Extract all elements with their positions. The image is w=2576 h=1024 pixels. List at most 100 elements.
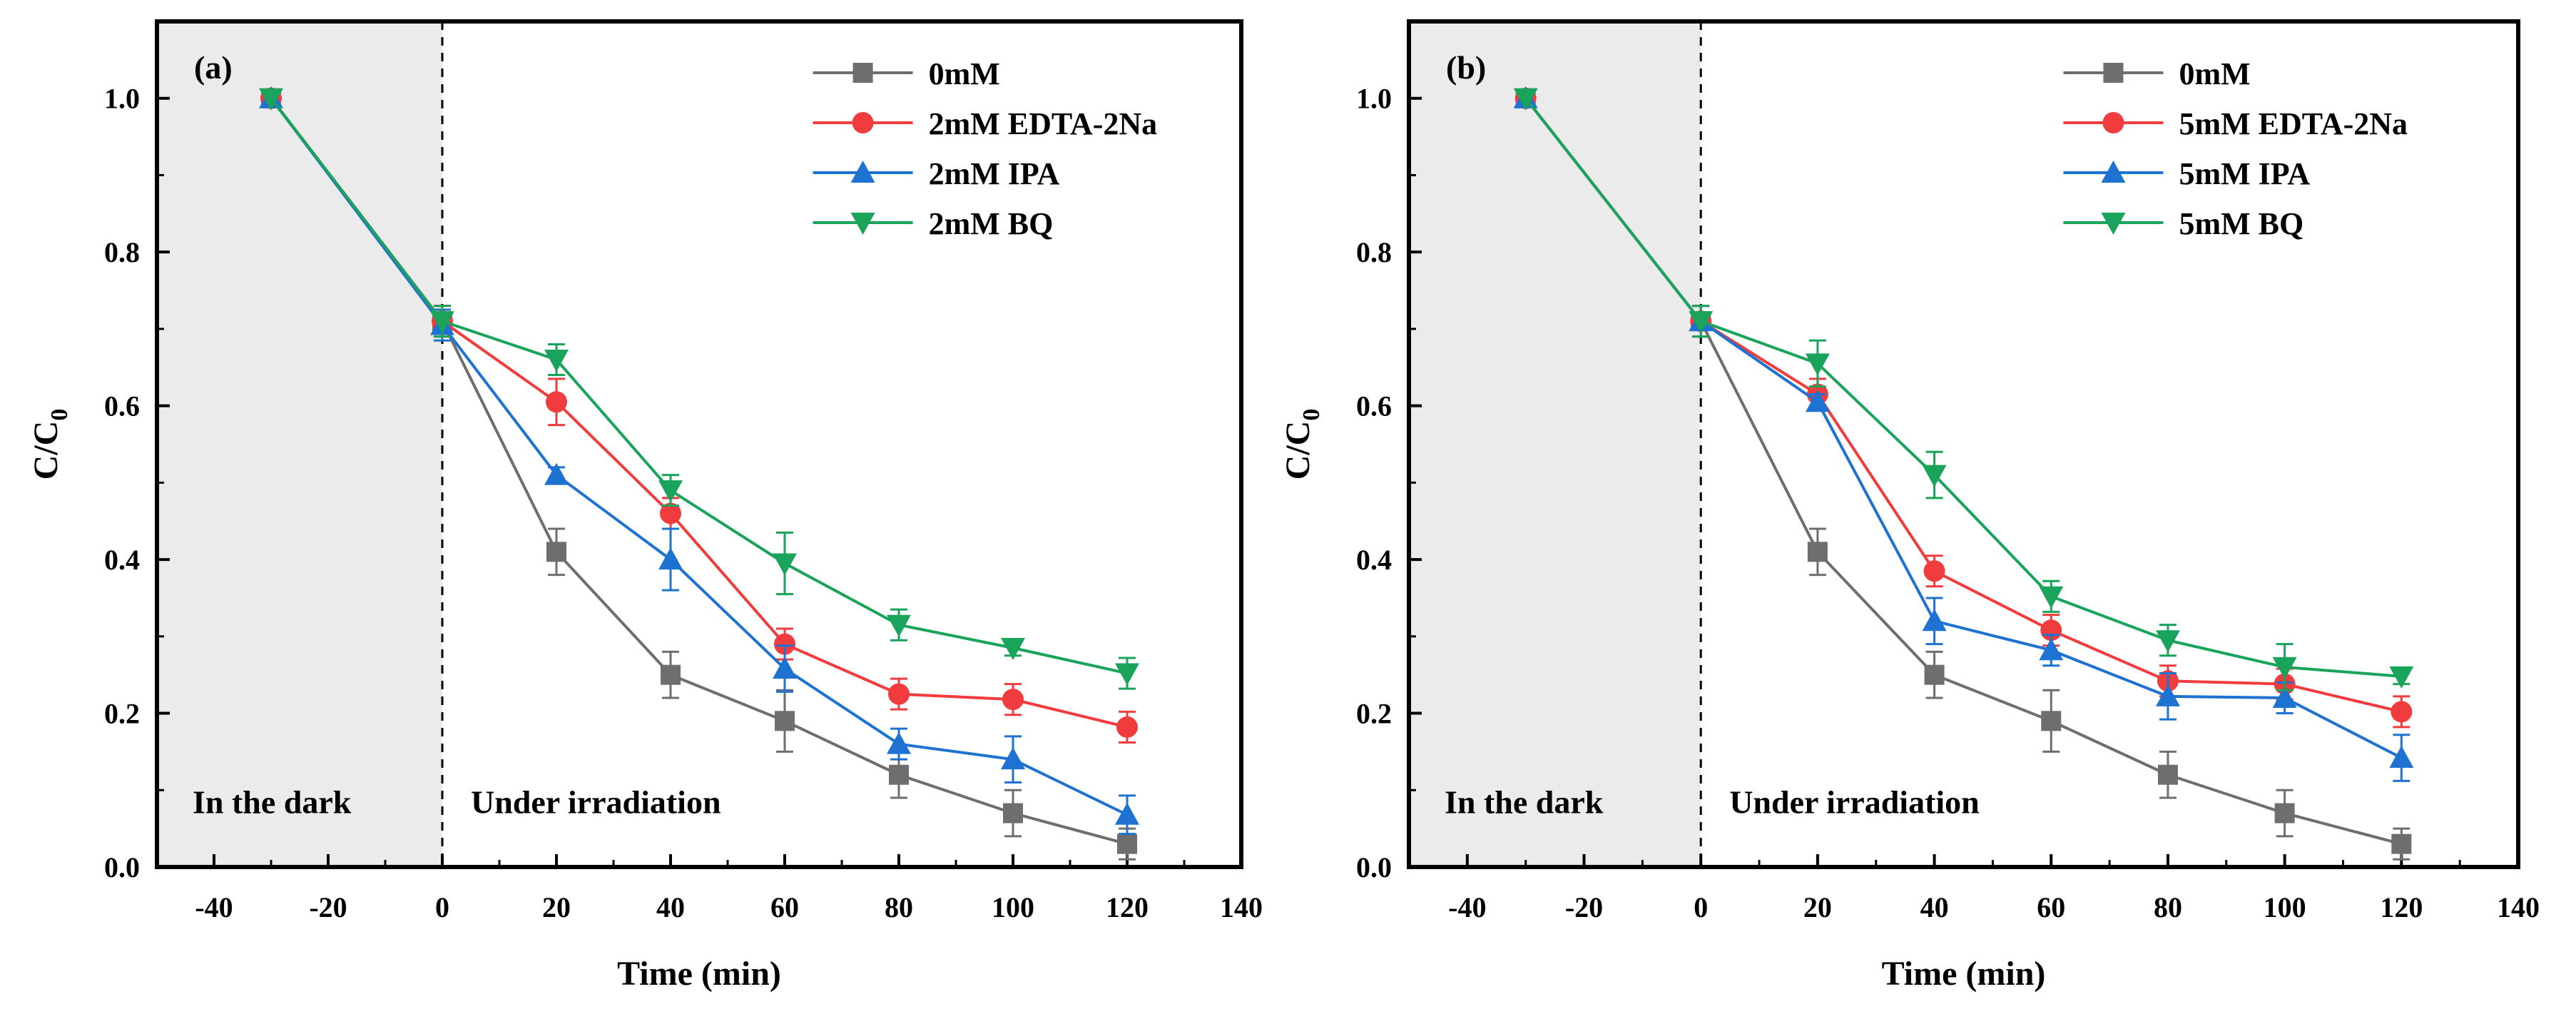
data-point — [1117, 833, 1137, 854]
x-tick-label: 100 — [992, 891, 1034, 923]
legend-label: 5mM EDTA-2Na — [2179, 106, 2408, 141]
x-tick-label: 120 — [1106, 891, 1149, 923]
data-point — [1115, 802, 1139, 825]
legend-marker — [2103, 63, 2124, 83]
data-point — [887, 731, 911, 754]
x-tick-label: 60 — [770, 891, 799, 923]
data-point — [544, 350, 569, 372]
data-point — [888, 683, 910, 705]
series-line — [270, 97, 1128, 729]
plot-frame — [1407, 19, 2520, 869]
x-tick-label: 120 — [2380, 891, 2423, 923]
x-tick-label: 20 — [1803, 891, 1832, 923]
legend-label: 5mM IPA — [2179, 156, 2310, 191]
y-tick-label: 1.0 — [104, 83, 140, 115]
data-point — [1924, 664, 1945, 685]
data-point — [1115, 663, 1139, 686]
y-tick-label: 0.2 — [1356, 698, 1392, 730]
y-tick-label: 0.6 — [1356, 390, 1392, 422]
dark-region — [157, 21, 442, 867]
y-axis-title-main: C/C — [27, 421, 65, 480]
y-axis-title-main: C/C — [1279, 421, 1317, 480]
data-point — [546, 542, 566, 562]
data-point — [1805, 353, 1830, 376]
legend-label: 0mM — [2179, 56, 2250, 91]
data-point — [2039, 586, 2064, 609]
legend-item: 0mM — [813, 56, 1000, 91]
legend-item: 2mM BQ — [813, 206, 1054, 241]
legend-item: 5mM BQ — [2063, 206, 2303, 241]
legend-item: 5mM IPA — [2063, 156, 2310, 191]
data-point — [774, 633, 795, 655]
data-point — [1807, 542, 1828, 562]
data-point — [660, 502, 681, 524]
series-2mm-bq — [259, 88, 1139, 690]
data-point — [658, 480, 683, 503]
data-point — [2272, 686, 2297, 708]
x-tick-label: -40 — [1448, 891, 1486, 923]
legend-label: 2mM BQ — [929, 206, 1054, 241]
dark-region-label: In the dark — [1445, 784, 1604, 821]
x-tick-label: 140 — [1220, 891, 1263, 923]
series-5mm-bq — [1513, 88, 2414, 691]
data-point — [2039, 638, 2064, 661]
legend-label: 2mM IPA — [929, 156, 1060, 191]
data-point — [773, 657, 797, 679]
y-tick-label: 0.6 — [104, 390, 140, 422]
data-point — [2155, 630, 2180, 653]
y-tick-label: 0.8 — [104, 236, 140, 268]
y-tick-label: 0.2 — [104, 698, 140, 730]
series-line — [270, 97, 1128, 675]
data-point — [658, 547, 683, 570]
data-point — [2157, 764, 2178, 785]
x-tick-label: 20 — [542, 891, 571, 923]
data-point — [2274, 803, 2295, 823]
x-tick-label: -40 — [195, 891, 233, 923]
legend-item: 2mM IPA — [813, 156, 1060, 191]
y-axis-title-subscript: 0 — [46, 409, 73, 421]
y-axis-title: C/C0 — [27, 409, 73, 480]
legend-item: 5mM EDTA-2Na — [2063, 106, 2408, 141]
data-point — [889, 764, 909, 785]
data-point — [775, 711, 795, 731]
series-line — [1524, 97, 2402, 678]
x-axis-title: Time (min) — [617, 955, 781, 993]
series-5mm-ipa — [1513, 86, 2414, 782]
data-point — [544, 462, 569, 485]
data-point — [1922, 609, 1947, 632]
y-tick-label: 0.0 — [104, 851, 140, 883]
plot-frame — [155, 19, 1243, 869]
data-point — [2155, 684, 2180, 706]
data-point — [1922, 465, 1947, 487]
y-tick-label: 0.8 — [1356, 236, 1392, 268]
x-tick-label: 0 — [1694, 891, 1708, 923]
y-axis-title-subscript: 0 — [1298, 409, 1325, 421]
data-point — [661, 664, 681, 685]
x-tick-label: 0 — [435, 891, 449, 923]
panel-label: (b) — [1446, 49, 1486, 86]
dark-region-label: In the dark — [193, 784, 352, 821]
series-line — [270, 97, 1128, 816]
x-axis-title: Time (min) — [1882, 955, 2046, 993]
legend-marker — [852, 63, 873, 83]
light-region-label: Under irradiation — [471, 784, 721, 821]
data-point — [1116, 716, 1138, 738]
data-point — [259, 88, 283, 111]
data-point — [2389, 746, 2414, 769]
legend-marker — [852, 112, 874, 133]
legend-marker — [2102, 112, 2124, 133]
data-point — [1001, 747, 1025, 770]
legend-marker — [2101, 161, 2126, 183]
legend-item: 2mM EDTA-2Na — [813, 106, 1157, 141]
data-point — [2389, 666, 2414, 689]
data-point — [1513, 88, 1538, 111]
data-point — [2391, 833, 2412, 854]
data-point — [430, 311, 454, 334]
data-point — [1923, 560, 1945, 582]
legend-marker — [850, 161, 875, 183]
legend-marker — [2101, 213, 2126, 235]
x-tick-label: 40 — [1920, 891, 1949, 923]
x-tick-label: 140 — [2497, 891, 2540, 923]
panel-label: (a) — [194, 49, 233, 86]
legend-label: 5mM BQ — [2179, 206, 2303, 241]
